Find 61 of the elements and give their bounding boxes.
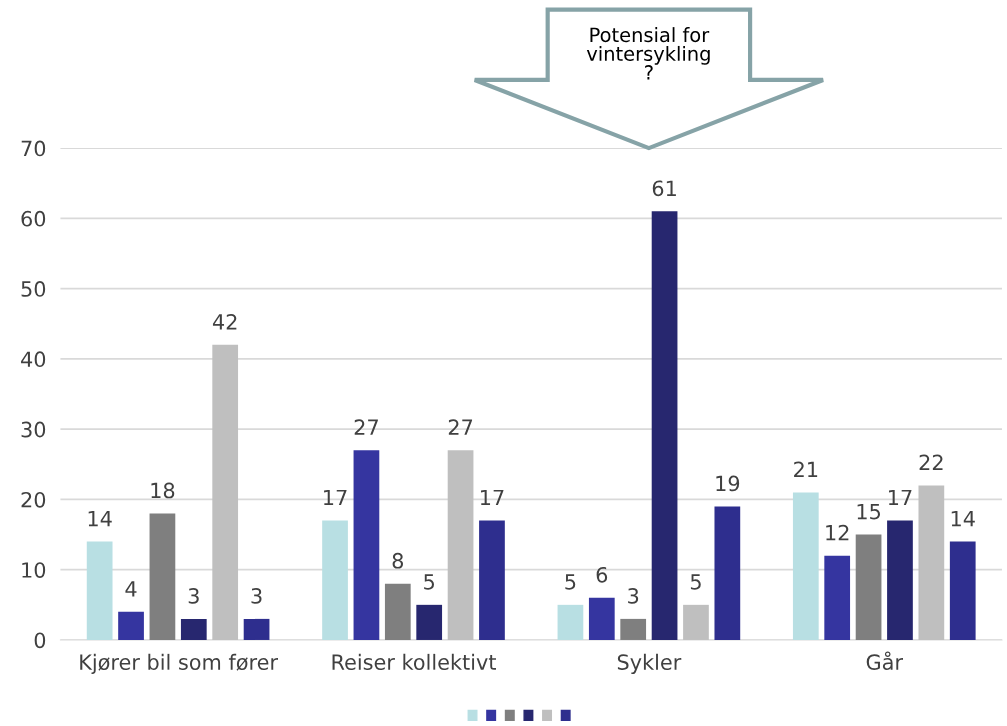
y-tick-label: 10 [22,562,46,578]
y-tick-label: 60 [21,210,46,227]
x-tick-label: Kjører bil som fører [80,653,279,675]
data-label: 14 [88,510,112,527]
bar [384,583,411,640]
y-tick-label: 20 [21,491,46,508]
data-label: 17 [480,489,504,506]
bar [86,541,113,640]
bar [588,597,615,640]
bar [651,211,678,640]
data-label: 12 [826,524,849,541]
data-label: 22 [919,454,943,470]
data-label: 3 [188,587,199,604]
bar [118,611,144,640]
bar [180,618,207,640]
y-tick-label: 40 [21,351,46,368]
data-label: 61 [652,180,676,197]
bar [243,618,270,640]
bar [353,450,380,640]
data-label: 3 [628,587,639,604]
data-label: 8 [392,552,404,569]
bar [824,555,851,640]
data-label: 6 [596,566,608,583]
bar [887,520,913,640]
data-label: 4 [125,581,137,597]
x-tick-label: Går [866,651,904,670]
text: Potensial for vintersykling ? [586,27,710,80]
data-label: 19 [716,475,740,492]
data-label: 5 [690,574,701,590]
data-label: 27 [448,419,473,435]
bar [918,485,945,640]
bar [855,534,882,640]
data-label: 5 [565,574,576,590]
bar [714,506,741,640]
bar [322,520,348,640]
y-tick-label: 50 [21,281,46,297]
data-label: 17 [324,489,347,506]
bar [949,541,976,640]
bar [683,604,709,640]
data-label: 5 [424,574,434,590]
bar [149,513,176,640]
x-tick-label: Sykler [617,653,682,675]
x-tick-label: Reiser kollektivt [332,653,496,670]
bar [479,520,505,640]
bar [447,450,474,640]
bar [792,492,819,640]
bar [557,604,584,640]
bar [620,618,647,640]
data-label: 27 [354,419,378,435]
data-label: 17 [889,489,912,506]
data-label: 21 [794,461,818,477]
bar [416,604,443,640]
y-tick-label: 0 [34,632,46,649]
data-label: 42 [212,313,237,330]
data-label: 18 [151,482,175,499]
data-label: 15 [857,503,881,520]
data-label: 3 [251,587,262,604]
y-tick-label: 30 [21,421,46,438]
data-label: 14 [951,510,975,527]
y-tick-label: 70 [21,140,46,157]
bar [212,344,239,640]
